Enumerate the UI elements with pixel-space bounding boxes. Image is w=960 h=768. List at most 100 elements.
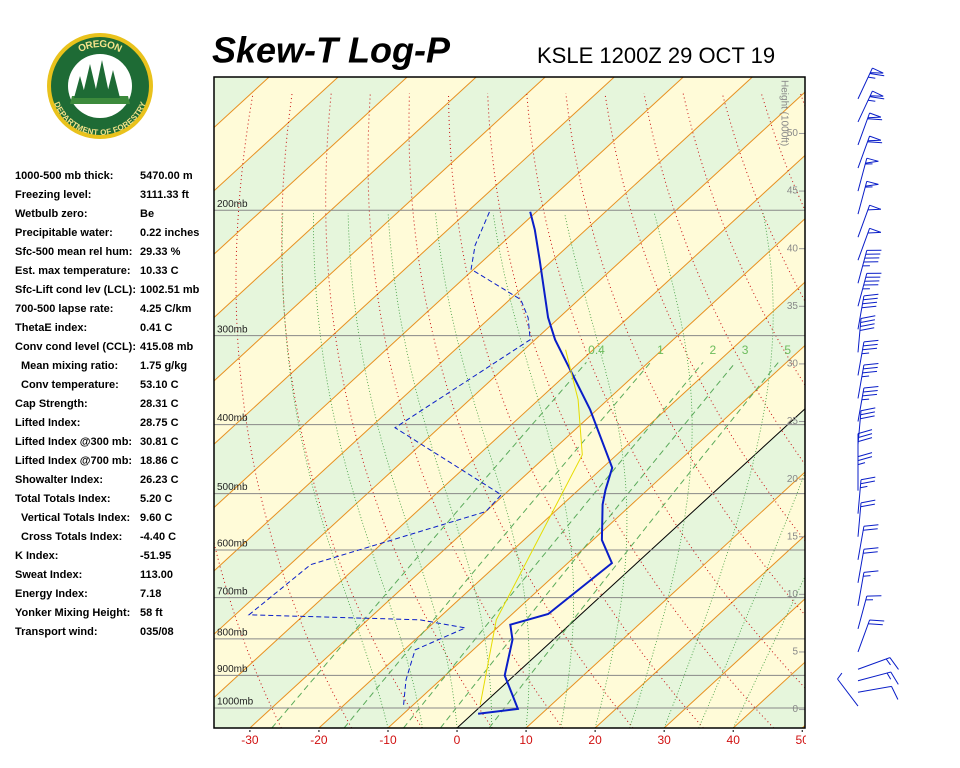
isotherm: [214, 77, 408, 255]
stat-value: 53.10 C: [140, 379, 179, 391]
stat-label: Sfc-500 mean rel hum:: [15, 246, 132, 258]
isotherm: [871, 77, 960, 728]
stat-value: 7.18: [140, 588, 161, 600]
chart-title: Skew-T Log-P: [212, 30, 451, 71]
stat-label: Lifted Index @300 mb:: [15, 436, 132, 448]
stat-value: 4.25 C/km: [140, 303, 192, 315]
dry-adiabat: [235, 93, 353, 728]
stat-value: 1.75 g/kg: [140, 360, 187, 372]
isotherm: [387, 344, 805, 728]
wind-barb: [857, 476, 876, 514]
wind-barb: [857, 272, 882, 307]
stat-label: Conv temperature:: [21, 379, 119, 391]
dry-adiabat: [408, 93, 634, 728]
isotherm: [801, 724, 805, 728]
stat-label: Cross Totals Index:: [21, 531, 122, 543]
temperature-band: [214, 155, 805, 728]
stat-value: 28.31 C: [140, 398, 179, 410]
logo-trees: [74, 60, 120, 98]
stat-label: K Index:: [15, 550, 58, 562]
dry-adiabat: [526, 93, 805, 689]
stat-label: 1000-500 mb thick:: [15, 170, 113, 182]
wind-barb: [837, 672, 859, 707]
x-axis: -30 -20 -10 0 10 20 30 40 50: [241, 730, 806, 747]
stat-value: 0.41 C: [140, 322, 172, 334]
sounding-line: [247, 211, 531, 705]
dry-adiabat: [840, 93, 960, 728]
isotherm: [249, 218, 805, 728]
isotherm: [594, 534, 805, 728]
x-tick-label: -30: [241, 733, 259, 747]
height-label: 25: [787, 416, 799, 427]
wind-barb: [857, 180, 879, 215]
moist-adiabat: [347, 213, 458, 728]
stat-value: 3111.33 ft: [140, 189, 189, 201]
stat-label: Est. max temperature:: [15, 265, 131, 277]
pressure-label: 200mb: [217, 199, 248, 210]
wind-barb: [857, 407, 876, 445]
pressure-label: 300mb: [217, 324, 248, 335]
wind-barb: [857, 204, 882, 238]
wind-barb: [857, 386, 879, 422]
isotherm: [214, 77, 615, 445]
height-label: 40: [787, 243, 799, 254]
wind-barb: [857, 685, 899, 700]
stat-label: Sfc-Lift cond lev (LCL):: [15, 284, 136, 296]
temperature-band: [214, 77, 805, 635]
temperature-band: [802, 725, 805, 728]
mixing-ratio-label: 0.4: [588, 343, 605, 357]
wind-barb: [857, 363, 879, 399]
mixing-ratio-label: 5: [784, 343, 791, 357]
height-label: 50: [787, 128, 799, 139]
isotherm: [214, 77, 339, 192]
stat-value: 9.60 C: [140, 512, 172, 524]
stat-value: 5470.00 m: [140, 170, 193, 182]
plot-frame: [213, 76, 806, 729]
moist-adiabat: [435, 213, 530, 728]
wind-barb: [857, 429, 873, 468]
pressure-label: 400mb: [217, 413, 248, 424]
stat-value: 28.75 C: [140, 417, 179, 429]
wind-barb: [857, 90, 885, 123]
stat-label: Lifted Index @700 mb:: [15, 455, 132, 467]
stat-label: Precipitable water:: [15, 227, 113, 239]
pressure-label: 600mb: [217, 539, 248, 550]
stat-label: Transport wind:: [15, 626, 98, 638]
mixing-ratio-line: [403, 361, 704, 728]
logo-top-path: OREGON: [76, 38, 123, 54]
x-tick-label: -10: [379, 733, 397, 747]
wind-barb: [857, 595, 882, 630]
wind-barb: [857, 657, 899, 670]
isotherm: [214, 77, 546, 382]
mixing-ratio-line: [271, 361, 587, 728]
height-label: 5: [792, 647, 798, 658]
stat-value: -51.95: [140, 550, 171, 562]
mixing-ratio-line: [440, 361, 736, 728]
dry-adiabat: [281, 93, 423, 728]
mixing-ratio-line: [343, 361, 651, 728]
plot-area: 0.4 1 2 3 5200mb300mb400mb500mb600mb700mb800…: [214, 77, 960, 728]
wind-barb: [857, 619, 885, 653]
isotherm: [456, 408, 805, 728]
sounding-line: [477, 211, 614, 715]
stat-label: Cap Strength:: [15, 398, 88, 410]
wind-barb: [857, 112, 883, 146]
moist-adiabat: [663, 213, 774, 728]
height-label: 10: [787, 589, 799, 600]
moist-adiabat: [387, 213, 492, 728]
wind-barb: [857, 339, 879, 376]
wind-barb: [857, 524, 879, 560]
isotherm: [214, 77, 684, 509]
stat-label: Freezing level:: [15, 189, 91, 201]
stat-label: 700-500 lapse rate:: [15, 303, 113, 315]
stat-value: 415.08 mb: [140, 341, 193, 353]
stat-label: Energy Index:: [15, 588, 88, 600]
stat-value: 29.33 %: [140, 246, 181, 258]
height-label: 45: [787, 186, 799, 197]
x-tick-label: -20: [310, 733, 328, 747]
wind-barb: [857, 315, 876, 353]
moist-adiabat: [281, 213, 389, 728]
stat-label: ThetaE index:: [15, 322, 87, 334]
